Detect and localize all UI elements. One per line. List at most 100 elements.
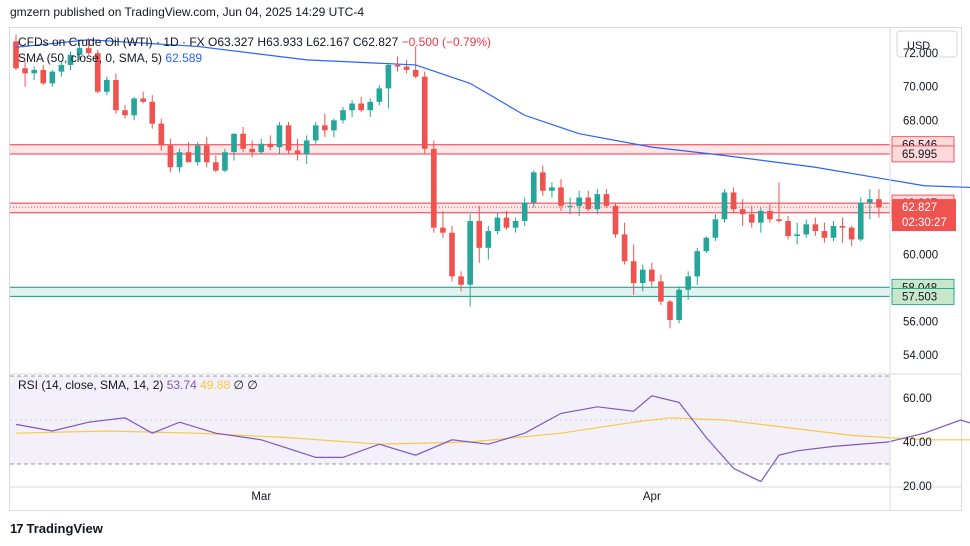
candle-body (340, 110, 346, 121)
candle (312, 121, 319, 144)
rsi-tick-label: 20.00 (903, 481, 932, 493)
candle (385, 63, 392, 109)
candle (49, 69, 56, 87)
candle-body (857, 202, 864, 240)
candle-body (694, 251, 701, 277)
candle (567, 197, 573, 215)
candle-body (639, 269, 646, 284)
footer-brand[interactable]: 17 TradingView (10, 521, 103, 536)
candle-body (231, 133, 237, 153)
candle-body (167, 145, 174, 168)
rsi-value: 53.74 (166, 378, 197, 392)
candle (612, 202, 619, 238)
candle (331, 118, 337, 138)
candle (712, 214, 719, 242)
candle-body (331, 120, 337, 131)
candle (530, 170, 537, 208)
candle-body (113, 80, 119, 111)
candle (131, 96, 137, 121)
ohlc-close: C62.827 (352, 35, 399, 49)
candle (285, 121, 292, 154)
candle (176, 148, 183, 173)
candle (240, 127, 246, 153)
candle-body (830, 226, 837, 238)
candle-body (376, 88, 383, 102)
candle (848, 226, 855, 247)
candle (794, 222, 800, 245)
candle-body (431, 148, 437, 228)
sma-label[interactable]: SMA (50, close, 0, SMA, 5) (18, 51, 163, 65)
symbol-title[interactable]: CFDs on Crude Oil (WTI) · 1D · FX (18, 35, 205, 49)
candle (540, 165, 546, 196)
candle (140, 91, 146, 104)
candle (748, 205, 755, 228)
candle-body (367, 101, 374, 111)
last-price-label: 62.827 (902, 202, 937, 214)
candle-body (603, 194, 610, 206)
rsi-pane (10, 375, 970, 483)
candle (303, 135, 310, 164)
candle-body (222, 152, 228, 171)
candle-body (94, 53, 101, 92)
candle-body (449, 232, 455, 277)
sma-value: 62.589 (165, 51, 203, 65)
chart-legend: CFDs on Crude Oil (WTI) · 1D · FX O63.32… (18, 34, 491, 66)
candle (67, 51, 74, 70)
candle-body (730, 192, 737, 210)
candle-body (576, 197, 582, 206)
candle-body (185, 152, 192, 163)
candle (403, 59, 410, 74)
candle (167, 138, 174, 173)
candle-body (294, 150, 301, 154)
sma-line (15, 39, 970, 189)
candle-body (349, 103, 355, 111)
level-label: 57.503 (902, 291, 937, 303)
candle-body (249, 148, 255, 153)
candle (839, 217, 846, 243)
candle-body (194, 145, 201, 163)
candle-body (22, 68, 28, 74)
candle (431, 140, 437, 233)
candle-body (540, 172, 546, 191)
candle-body (104, 80, 110, 92)
candle-body (549, 187, 555, 191)
candle-body (421, 76, 428, 149)
candle-body (76, 48, 83, 55)
candle-body (530, 172, 537, 203)
candle (876, 189, 882, 218)
candle (512, 217, 519, 233)
candle-body (676, 289, 682, 320)
candle-body (758, 210, 764, 223)
candle (830, 220, 837, 242)
rsi-label[interactable]: RSI (14, close, SMA, 14, 2) (18, 378, 164, 392)
candle (358, 96, 364, 112)
candle (158, 118, 165, 151)
currency-box (896, 30, 958, 58)
ohlc-low: L62.167 (306, 35, 350, 49)
candle (867, 189, 873, 220)
countdown-label: 02:30:27 (902, 217, 947, 229)
level-label: 65.995 (902, 149, 937, 161)
candle (521, 197, 528, 227)
candle (440, 210, 446, 238)
candle-body (58, 64, 65, 72)
candle (349, 100, 355, 117)
candle (703, 236, 710, 253)
ohlc-change: −0.500 (−0.79%) (401, 35, 491, 49)
candle (258, 138, 265, 154)
price-tick-label: 56.000 (903, 317, 938, 329)
candle (776, 182, 782, 223)
candle-body (649, 269, 655, 282)
sma-50-line (15, 39, 970, 189)
rsi-tick-label: 40.00 (903, 437, 932, 449)
candle-body (140, 98, 146, 102)
candle (494, 212, 501, 235)
price-tick-label: 54.000 (903, 350, 938, 362)
candle-body (848, 227, 855, 240)
candle (104, 76, 110, 96)
candle (85, 38, 92, 55)
candle (694, 247, 701, 285)
candle-body (658, 281, 664, 302)
